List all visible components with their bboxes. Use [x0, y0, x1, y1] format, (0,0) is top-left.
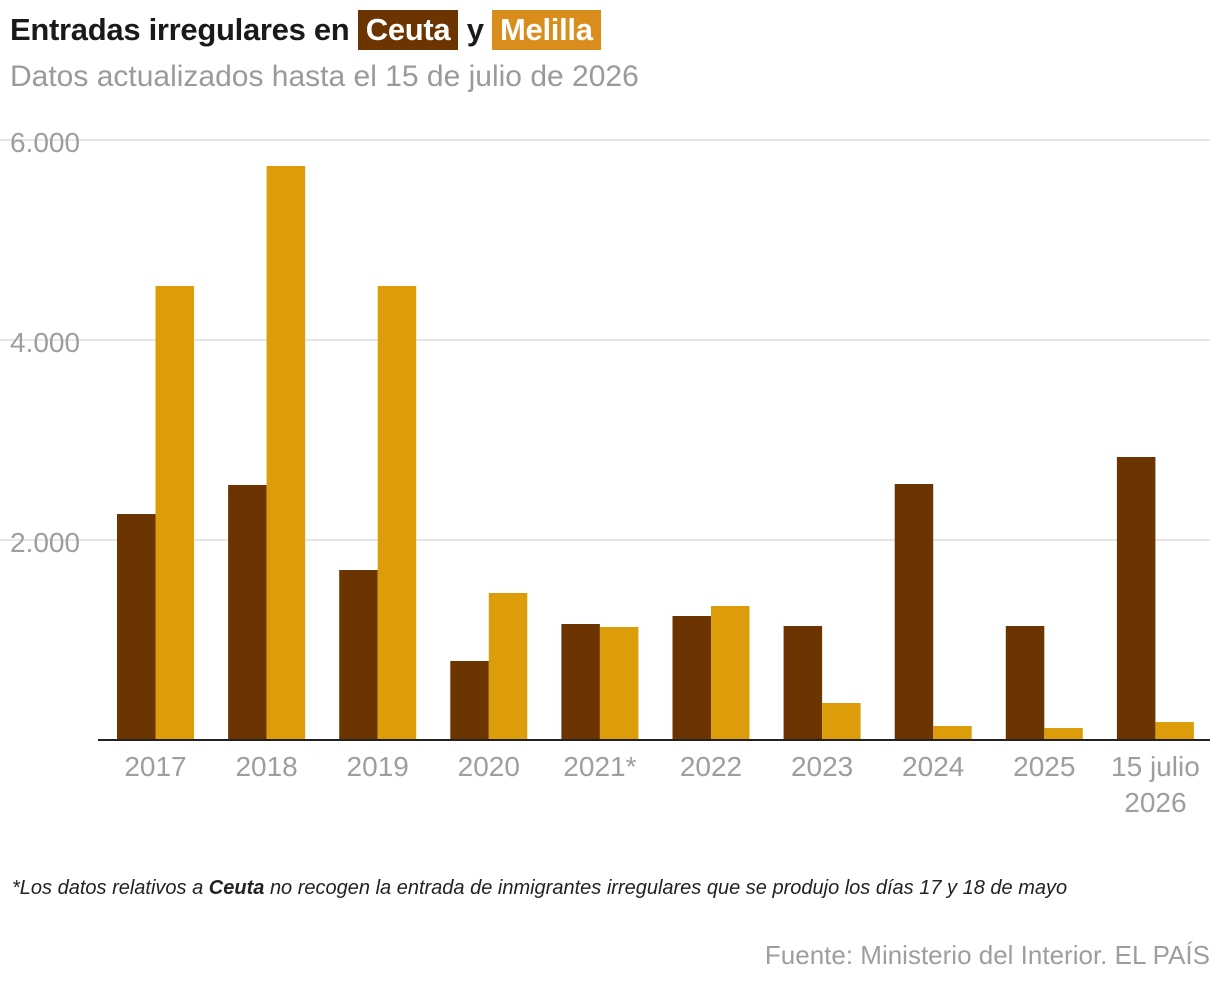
bar-melilla [377, 286, 417, 740]
bar-melilla [155, 286, 194, 740]
source-credit: Fuente: Ministerio del Interior. EL PAÍS [764, 940, 1210, 970]
footnote-suffix: no recogen la entrada de inmigrantes irr… [269, 877, 1068, 899]
x-tick-label: 2019 [347, 751, 409, 782]
bar-melilla [266, 166, 306, 740]
bar-ceuta [783, 626, 823, 740]
footnote-emphasis: Ceuta [208, 877, 265, 899]
footnote: *Los datos relativos a Ceuta no recogen … [12, 873, 1192, 903]
y-axis-labels: 2.000 4.000 6.000 [10, 127, 80, 558]
bar-ceuta [1116, 457, 1156, 740]
x-tick-label: 2017 [124, 751, 186, 782]
x-tick-label: 15 julio 2026 [1111, 751, 1200, 818]
legend-chip-melilla: Melilla [492, 10, 601, 50]
title-prefix: Entradas irregulares en [10, 12, 350, 47]
y-tick-label: 6.000 [10, 127, 80, 158]
bar-ceuta [450, 661, 489, 740]
x-tick-label: 2025 [1013, 751, 1075, 782]
bar-melilla [711, 606, 750, 740]
x-axis-labels: 2017 2018 2019 2020 2021* 2022 2023 2024 2025 15 … [124, 751, 1199, 818]
x-tick-label: 2021* [563, 751, 636, 782]
x-tick-label: 2020 [458, 751, 520, 782]
bar-ceuta [339, 570, 378, 740]
x-tick-label: 2023 [791, 751, 853, 782]
bar-melilla [1155, 722, 1194, 740]
y-tick-label: 2.000 [10, 527, 80, 558]
footnote-prefix: *Los datos relativos a [12, 877, 204, 899]
bar-melilla [599, 627, 639, 740]
bar-ceuta [117, 514, 156, 740]
x-tick-label: 2024 [902, 751, 964, 782]
legend-chip-ceuta: Ceuta [357, 10, 459, 50]
y-tick-label: 4.000 [10, 327, 80, 358]
chart-title: Entradas irregulares en Ceuta y Melilla [10, 10, 601, 50]
x-tick-label: 2018 [235, 751, 297, 782]
bar-ceuta [672, 616, 711, 740]
chart-subtitle: Datos actualizados hasta el 15 de julio … [10, 60, 639, 93]
bar-ceuta [894, 484, 934, 740]
bar-ceuta [561, 624, 600, 740]
bar-melilla [1044, 728, 1083, 740]
title-conjunction: y [466, 12, 484, 47]
bar-melilla [822, 703, 861, 740]
x-tick-label: 2022 [680, 751, 742, 782]
bar-ceuta [228, 485, 267, 740]
bar-ceuta [1005, 626, 1045, 740]
bar-melilla [933, 726, 972, 740]
gridlines [0, 139, 1210, 541]
bar-melilla [488, 593, 528, 740]
bars [117, 166, 1194, 740]
